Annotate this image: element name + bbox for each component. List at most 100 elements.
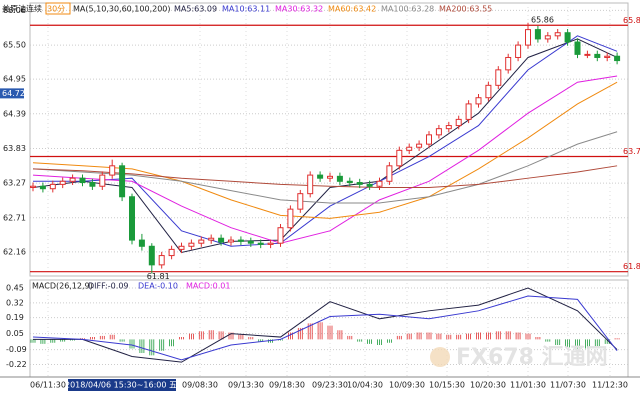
watermark-logo bbox=[430, 347, 450, 367]
candle-body bbox=[79, 177, 86, 184]
header-text: MA10:63.11 bbox=[222, 5, 270, 14]
candle-body bbox=[218, 237, 225, 243]
header-text: DEA:-0.10 bbox=[138, 282, 178, 291]
candle-body bbox=[485, 84, 492, 99]
candle-body bbox=[574, 41, 581, 55]
price-panel-frame bbox=[29, 2, 629, 277]
candle-body bbox=[525, 29, 531, 46]
candle-body bbox=[346, 180, 353, 184]
candle-body bbox=[564, 32, 571, 43]
x-tick-label: 10/09:30 bbox=[389, 381, 425, 390]
header-text: MA30:63.32 bbox=[275, 5, 323, 14]
low-annotation: 61.81 bbox=[147, 272, 170, 281]
ma-line bbox=[32, 131, 618, 204]
candle-body bbox=[465, 103, 472, 120]
candle-body bbox=[49, 183, 56, 190]
candle-body bbox=[237, 239, 244, 242]
x-label-highlight bbox=[68, 379, 176, 391]
candle-body bbox=[69, 177, 76, 182]
candle-body bbox=[89, 182, 96, 187]
candle-body bbox=[435, 128, 442, 136]
level-label: 65.82 bbox=[623, 16, 640, 25]
candle-body bbox=[188, 242, 195, 247]
y-tick-label: 63.27 bbox=[3, 179, 26, 188]
candle-body bbox=[247, 240, 254, 244]
y-tick-label: 64.39 bbox=[3, 109, 26, 118]
header-text: DIFF:-0.09 bbox=[88, 282, 129, 291]
header-text: MA60:63.42 bbox=[328, 5, 376, 14]
candle-body bbox=[544, 35, 551, 40]
header-text: 美原油连续 bbox=[2, 4, 42, 14]
period-box bbox=[45, 2, 71, 15]
candle-body bbox=[386, 165, 393, 182]
x-tick-label: 11/07:30 bbox=[550, 381, 586, 390]
candle-body bbox=[495, 69, 502, 86]
candle-body bbox=[505, 56, 512, 71]
candle-body bbox=[515, 44, 522, 58]
y-tick-label: -0.09 bbox=[6, 345, 27, 354]
ma-line bbox=[33, 35, 618, 247]
x-tick-label: 09/18:30 bbox=[269, 381, 305, 390]
header-text: MA5:63.09 bbox=[174, 5, 217, 14]
candle-body bbox=[445, 125, 452, 130]
y-tick-label: -0.22 bbox=[6, 360, 27, 369]
candle-body bbox=[138, 239, 145, 247]
ma-line bbox=[32, 38, 618, 254]
candle-body bbox=[475, 97, 482, 105]
y-tick-label: 64.95 bbox=[3, 75, 26, 84]
x-tick-label: 10/20:30 bbox=[470, 381, 506, 390]
header-text: 30分 bbox=[47, 5, 65, 14]
candle-body bbox=[228, 239, 234, 243]
x-tick-label: 2018/04/06 15:30~16:00 五 bbox=[65, 381, 177, 390]
candle-body bbox=[109, 165, 116, 176]
cursor-price-box bbox=[0, 88, 24, 99]
candle-body bbox=[168, 248, 175, 257]
y-tick-label: 62.71 bbox=[3, 213, 26, 222]
y-tick-label: 0.45 bbox=[6, 283, 24, 292]
candle-body bbox=[327, 175, 333, 179]
header-text: MA200:63.55 bbox=[439, 5, 492, 14]
candle-body bbox=[267, 242, 274, 245]
x-tick-label: 10/04:30 bbox=[347, 381, 383, 390]
x-tick-label: 11/12:30 bbox=[592, 381, 628, 390]
dea-line bbox=[32, 295, 618, 361]
y-tick-label: 65.50 bbox=[3, 41, 26, 50]
candle-body bbox=[129, 196, 135, 241]
candle-body bbox=[148, 245, 155, 266]
diff-line bbox=[33, 287, 618, 363]
candle-body bbox=[99, 174, 106, 187]
cursor-price: 64.72 bbox=[2, 89, 25, 98]
x-tick-label: 09/08:30 bbox=[182, 381, 218, 390]
header-text: MACD:0.01 bbox=[186, 282, 231, 291]
x-tick-label: 09/13:30 bbox=[228, 381, 264, 390]
candle-body bbox=[584, 53, 591, 56]
ma-line bbox=[32, 75, 618, 244]
header-text: MACD(26,12,9) bbox=[32, 282, 93, 291]
candle-body bbox=[406, 146, 413, 151]
y-tick-label: 66.06 bbox=[3, 6, 26, 15]
y-tick-label: 0.19 bbox=[6, 313, 24, 322]
candle-body bbox=[119, 165, 126, 198]
x-tick-label: 09/23:30 bbox=[312, 381, 348, 390]
candle-body bbox=[554, 32, 561, 37]
candle-body bbox=[317, 174, 324, 179]
candle-body bbox=[614, 55, 621, 62]
candle-body bbox=[396, 149, 403, 167]
ma-line bbox=[32, 165, 618, 188]
candle-body bbox=[366, 183, 373, 187]
candle-body bbox=[158, 255, 165, 266]
y-tick-label: 63.83 bbox=[3, 144, 26, 153]
candle-body bbox=[455, 118, 462, 127]
watermark: FX678 汇通网 bbox=[456, 345, 608, 370]
level-label: 63.7 bbox=[623, 147, 640, 156]
y-tick-label: 0.32 bbox=[6, 298, 24, 307]
candle-body bbox=[356, 182, 363, 185]
candle-body bbox=[257, 242, 264, 245]
x-tick-label: 10/15:30 bbox=[429, 381, 465, 390]
x-tick-label: 11/01:30 bbox=[510, 381, 546, 390]
candle-body bbox=[198, 239, 205, 244]
candle-body bbox=[297, 193, 304, 210]
candle-body bbox=[594, 53, 601, 58]
candle-body bbox=[307, 174, 314, 195]
